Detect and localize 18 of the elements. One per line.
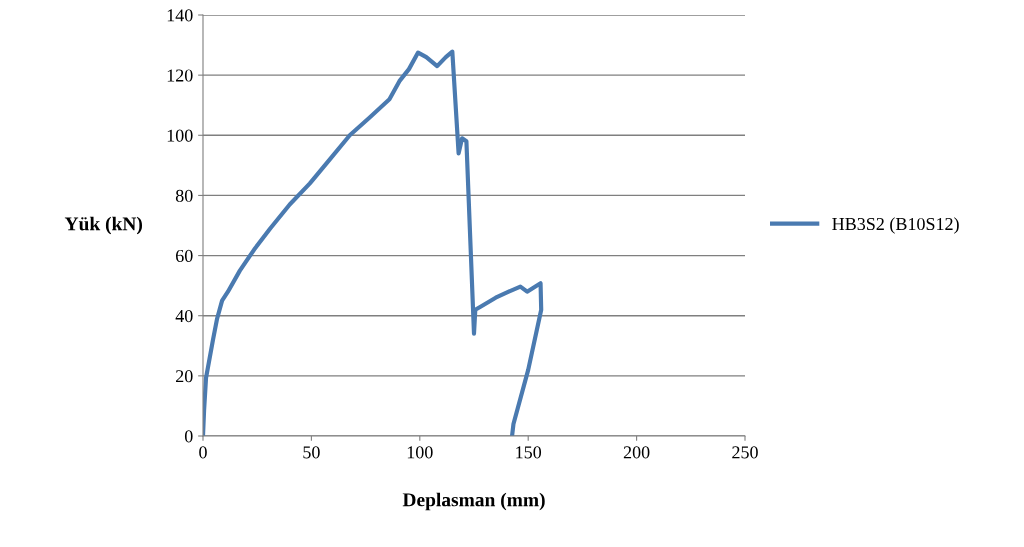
x-tick-label: 50 xyxy=(303,446,320,459)
y-tick-label: 120 xyxy=(167,69,193,82)
y-tick-label: 40 xyxy=(175,309,193,323)
x-tick-label: 200 xyxy=(623,446,650,459)
y-tick-label: 140 xyxy=(167,9,193,22)
legend-label: HB3S2 (B10S12) xyxy=(832,217,959,234)
x-tick-label: 150 xyxy=(516,446,542,459)
y-tick-label: 60 xyxy=(176,249,193,263)
y-tick-label: 0 xyxy=(184,430,193,443)
x-tick-label: 250 xyxy=(732,446,758,459)
x-axis-title: Deplasman (mm) xyxy=(402,492,545,511)
line-series xyxy=(203,49,544,436)
x-tick-label: 100 xyxy=(407,446,433,459)
y-tick-label: 20 xyxy=(176,370,193,383)
y-axis-title: Yük (kN) xyxy=(64,216,143,235)
x-tick-label: 0 xyxy=(199,446,207,459)
y-tick-label: 80 xyxy=(175,189,193,202)
y-tick-label: 100 xyxy=(167,129,193,142)
